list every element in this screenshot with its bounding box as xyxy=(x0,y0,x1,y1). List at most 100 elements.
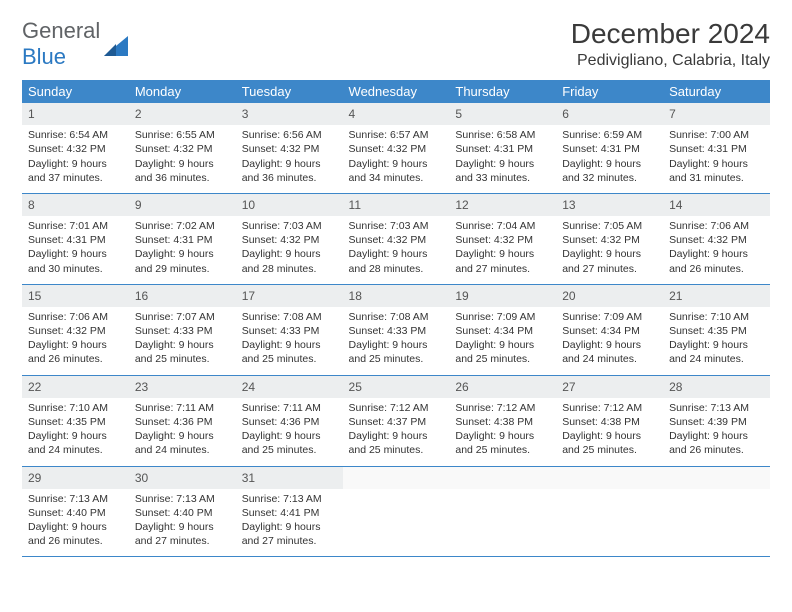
sunset-line: Sunset: 4:33 PM xyxy=(242,324,337,338)
day-cell: 20Sunrise: 7:09 AMSunset: 4:34 PMDayligh… xyxy=(556,284,663,375)
sunrise-line: Sunrise: 6:56 AM xyxy=(242,128,337,142)
sunset-line: Sunset: 4:35 PM xyxy=(669,324,764,338)
daylight-line: Daylight: 9 hours and 26 minutes. xyxy=(28,520,123,548)
daylight-line: Daylight: 9 hours and 24 minutes. xyxy=(135,429,230,457)
sunset-line: Sunset: 4:41 PM xyxy=(242,506,337,520)
day-number: 8 xyxy=(22,194,129,216)
day-number: 11 xyxy=(343,194,450,216)
day-header: Saturday xyxy=(663,80,770,103)
sunset-line: Sunset: 4:32 PM xyxy=(562,233,657,247)
day-details: Sunrise: 7:11 AMSunset: 4:36 PMDaylight:… xyxy=(129,398,236,466)
day-cell: 15Sunrise: 7:06 AMSunset: 4:32 PMDayligh… xyxy=(22,284,129,375)
day-cell: 19Sunrise: 7:09 AMSunset: 4:34 PMDayligh… xyxy=(449,284,556,375)
sunset-line: Sunset: 4:40 PM xyxy=(28,506,123,520)
sunset-line: Sunset: 4:40 PM xyxy=(135,506,230,520)
day-number: 22 xyxy=(22,376,129,398)
sunrise-line: Sunrise: 6:54 AM xyxy=(28,128,123,142)
daylight-line: Daylight: 9 hours and 24 minutes. xyxy=(669,338,764,366)
sunset-line: Sunset: 4:31 PM xyxy=(135,233,230,247)
sunrise-line: Sunrise: 7:03 AM xyxy=(349,219,444,233)
sunset-line: Sunset: 4:38 PM xyxy=(562,415,657,429)
day-number: 7 xyxy=(663,103,770,125)
day-cell: 1Sunrise: 6:54 AMSunset: 4:32 PMDaylight… xyxy=(22,103,129,193)
day-details: Sunrise: 7:05 AMSunset: 4:32 PMDaylight:… xyxy=(556,216,663,284)
sunrise-line: Sunrise: 7:09 AM xyxy=(562,310,657,324)
calendar-table: SundayMondayTuesdayWednesdayThursdayFrid… xyxy=(22,80,770,557)
week-row: 15Sunrise: 7:06 AMSunset: 4:32 PMDayligh… xyxy=(22,284,770,375)
sunset-line: Sunset: 4:38 PM xyxy=(455,415,550,429)
logo-sail-icon xyxy=(102,34,130,58)
sunset-line: Sunset: 4:37 PM xyxy=(349,415,444,429)
day-details: Sunrise: 7:13 AMSunset: 4:40 PMDaylight:… xyxy=(22,489,129,557)
daylight-line: Daylight: 9 hours and 28 minutes. xyxy=(349,247,444,275)
sunset-line: Sunset: 4:36 PM xyxy=(242,415,337,429)
day-details: Sunrise: 7:06 AMSunset: 4:32 PMDaylight:… xyxy=(663,216,770,284)
sunset-line: Sunset: 4:32 PM xyxy=(455,233,550,247)
day-details: Sunrise: 7:13 AMSunset: 4:40 PMDaylight:… xyxy=(129,489,236,557)
sunrise-line: Sunrise: 7:07 AM xyxy=(135,310,230,324)
sunset-line: Sunset: 4:33 PM xyxy=(349,324,444,338)
sunset-line: Sunset: 4:32 PM xyxy=(28,324,123,338)
day-number: 31 xyxy=(236,467,343,489)
day-number: 17 xyxy=(236,285,343,307)
day-cell: 7Sunrise: 7:00 AMSunset: 4:31 PMDaylight… xyxy=(663,103,770,193)
day-number: 20 xyxy=(556,285,663,307)
day-cell xyxy=(343,466,450,557)
day-details: Sunrise: 7:04 AMSunset: 4:32 PMDaylight:… xyxy=(449,216,556,284)
sunrise-line: Sunrise: 7:13 AM xyxy=(242,492,337,506)
daylight-line: Daylight: 9 hours and 34 minutes. xyxy=(349,157,444,185)
sunrise-line: Sunrise: 7:04 AM xyxy=(455,219,550,233)
day-cell xyxy=(556,466,663,557)
week-row: 29Sunrise: 7:13 AMSunset: 4:40 PMDayligh… xyxy=(22,466,770,557)
sunset-line: Sunset: 4:32 PM xyxy=(28,142,123,156)
day-details: Sunrise: 6:57 AMSunset: 4:32 PMDaylight:… xyxy=(343,125,450,193)
day-number: 30 xyxy=(129,467,236,489)
day-number-empty xyxy=(449,467,556,489)
day-number: 19 xyxy=(449,285,556,307)
sunset-line: Sunset: 4:32 PM xyxy=(349,142,444,156)
day-details: Sunrise: 7:10 AMSunset: 4:35 PMDaylight:… xyxy=(22,398,129,466)
day-cell: 12Sunrise: 7:04 AMSunset: 4:32 PMDayligh… xyxy=(449,193,556,284)
day-cell: 23Sunrise: 7:11 AMSunset: 4:36 PMDayligh… xyxy=(129,375,236,466)
day-number: 5 xyxy=(449,103,556,125)
sunrise-line: Sunrise: 7:08 AM xyxy=(242,310,337,324)
day-cell: 14Sunrise: 7:06 AMSunset: 4:32 PMDayligh… xyxy=(663,193,770,284)
daylight-line: Daylight: 9 hours and 24 minutes. xyxy=(28,429,123,457)
daylight-line: Daylight: 9 hours and 25 minutes. xyxy=(242,429,337,457)
day-cell: 25Sunrise: 7:12 AMSunset: 4:37 PMDayligh… xyxy=(343,375,450,466)
day-cell: 21Sunrise: 7:10 AMSunset: 4:35 PMDayligh… xyxy=(663,284,770,375)
day-cell: 26Sunrise: 7:12 AMSunset: 4:38 PMDayligh… xyxy=(449,375,556,466)
day-details: Sunrise: 7:12 AMSunset: 4:38 PMDaylight:… xyxy=(556,398,663,466)
day-details: Sunrise: 7:08 AMSunset: 4:33 PMDaylight:… xyxy=(343,307,450,375)
day-cell: 2Sunrise: 6:55 AMSunset: 4:32 PMDaylight… xyxy=(129,103,236,193)
day-details: Sunrise: 7:00 AMSunset: 4:31 PMDaylight:… xyxy=(663,125,770,193)
day-cell: 5Sunrise: 6:58 AMSunset: 4:31 PMDaylight… xyxy=(449,103,556,193)
sunset-line: Sunset: 4:32 PM xyxy=(135,142,230,156)
sunrise-line: Sunrise: 7:13 AM xyxy=(669,401,764,415)
day-number: 3 xyxy=(236,103,343,125)
day-cell: 27Sunrise: 7:12 AMSunset: 4:38 PMDayligh… xyxy=(556,375,663,466)
day-cell: 31Sunrise: 7:13 AMSunset: 4:41 PMDayligh… xyxy=(236,466,343,557)
sunrise-line: Sunrise: 7:02 AM xyxy=(135,219,230,233)
day-cell: 30Sunrise: 7:13 AMSunset: 4:40 PMDayligh… xyxy=(129,466,236,557)
sunrise-line: Sunrise: 7:10 AM xyxy=(669,310,764,324)
title-block: December 2024 Pedivigliano, Calabria, It… xyxy=(571,18,770,70)
day-cell: 24Sunrise: 7:11 AMSunset: 4:36 PMDayligh… xyxy=(236,375,343,466)
day-number: 14 xyxy=(663,194,770,216)
day-number: 6 xyxy=(556,103,663,125)
sunrise-line: Sunrise: 7:12 AM xyxy=(349,401,444,415)
sunrise-line: Sunrise: 7:08 AM xyxy=(349,310,444,324)
sunrise-line: Sunrise: 7:11 AM xyxy=(242,401,337,415)
sunrise-line: Sunrise: 7:12 AM xyxy=(455,401,550,415)
day-header: Monday xyxy=(129,80,236,103)
sunrise-line: Sunrise: 7:12 AM xyxy=(562,401,657,415)
sunset-line: Sunset: 4:31 PM xyxy=(28,233,123,247)
day-number: 28 xyxy=(663,376,770,398)
day-number: 13 xyxy=(556,194,663,216)
daylight-line: Daylight: 9 hours and 32 minutes. xyxy=(562,157,657,185)
day-details: Sunrise: 6:54 AMSunset: 4:32 PMDaylight:… xyxy=(22,125,129,193)
daylight-line: Daylight: 9 hours and 26 minutes. xyxy=(28,338,123,366)
logo: General Blue xyxy=(22,18,130,70)
sunset-line: Sunset: 4:31 PM xyxy=(562,142,657,156)
day-header: Wednesday xyxy=(343,80,450,103)
